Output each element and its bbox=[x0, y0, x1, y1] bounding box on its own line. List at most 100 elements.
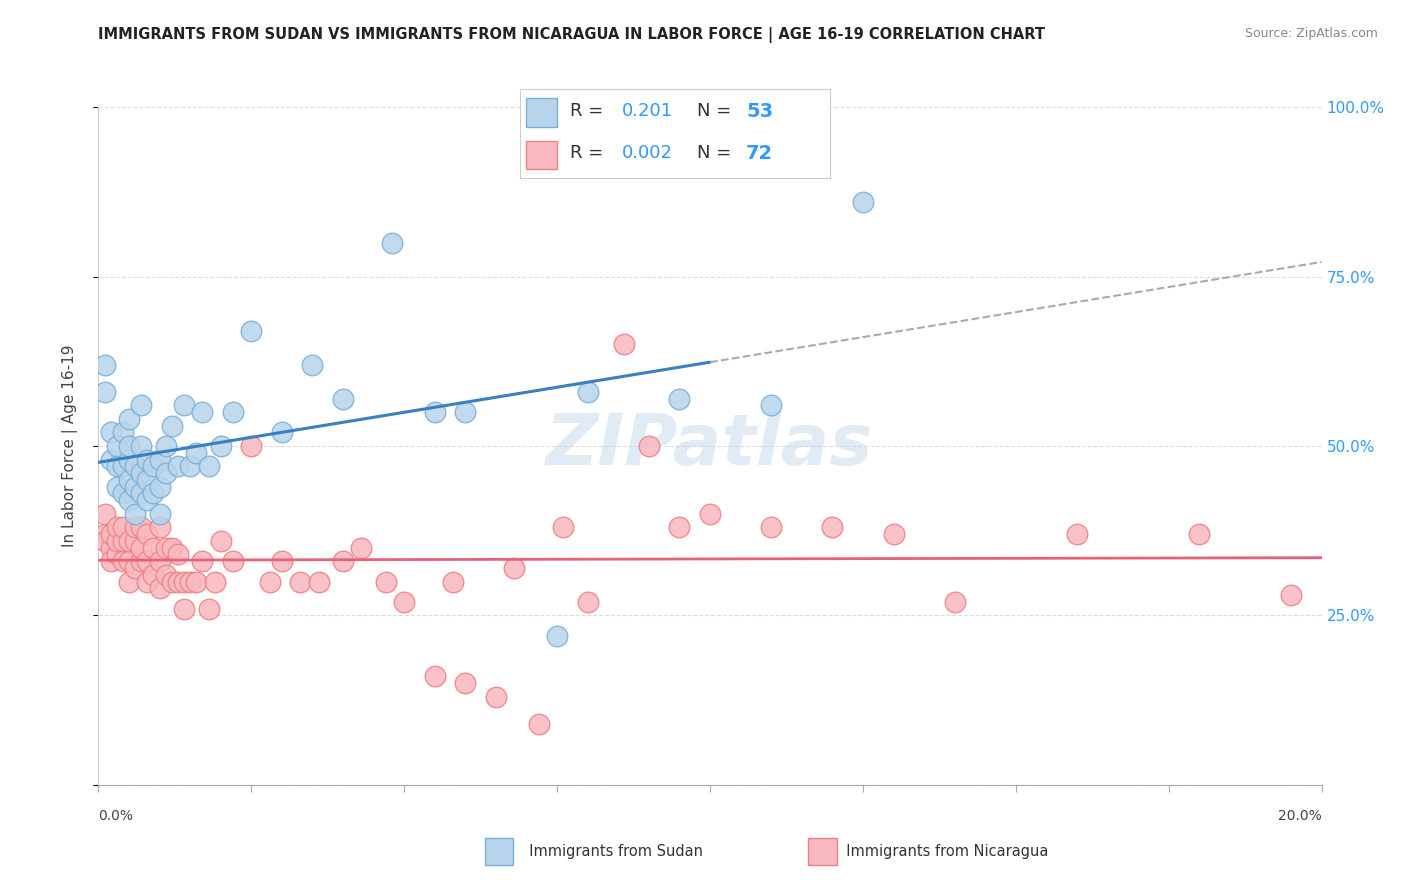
Point bbox=[392, 595, 416, 609]
Point bbox=[186, 446, 208, 460]
Point bbox=[118, 533, 141, 548]
Point bbox=[155, 439, 177, 453]
Text: Immigrants from Sudan: Immigrants from Sudan bbox=[520, 845, 703, 859]
Point bbox=[142, 541, 165, 555]
Point bbox=[197, 601, 219, 615]
Point bbox=[173, 398, 195, 412]
Point bbox=[111, 520, 134, 534]
Point bbox=[129, 520, 152, 534]
Point bbox=[209, 533, 232, 548]
Point bbox=[167, 548, 190, 562]
Point bbox=[124, 533, 146, 548]
Point bbox=[374, 574, 396, 589]
Point bbox=[1279, 588, 1302, 602]
Point bbox=[290, 574, 312, 589]
Point bbox=[100, 541, 122, 555]
Point bbox=[821, 520, 844, 534]
Point bbox=[124, 459, 146, 474]
Point bbox=[118, 452, 141, 467]
Point bbox=[93, 507, 115, 521]
Point bbox=[118, 574, 141, 589]
Point bbox=[186, 574, 208, 589]
Point bbox=[167, 574, 190, 589]
Point bbox=[149, 520, 172, 534]
Point bbox=[129, 466, 152, 480]
Point bbox=[240, 324, 263, 338]
Point bbox=[142, 567, 165, 582]
Point bbox=[179, 459, 201, 474]
Text: N =: N = bbox=[696, 103, 737, 120]
Point bbox=[100, 527, 122, 541]
Point bbox=[546, 629, 568, 643]
Text: R =: R = bbox=[569, 145, 609, 162]
Point bbox=[270, 554, 292, 568]
Point bbox=[93, 384, 115, 399]
Point bbox=[93, 358, 115, 372]
Point bbox=[111, 554, 134, 568]
Point bbox=[105, 533, 128, 548]
Text: 0.201: 0.201 bbox=[623, 103, 673, 120]
Point bbox=[381, 235, 404, 250]
Point bbox=[136, 527, 159, 541]
FancyBboxPatch shape bbox=[526, 141, 557, 169]
Point bbox=[105, 459, 128, 474]
Point bbox=[142, 459, 165, 474]
Point bbox=[576, 595, 599, 609]
Point bbox=[155, 466, 177, 480]
Point bbox=[852, 194, 875, 209]
Point bbox=[105, 480, 128, 494]
Point bbox=[100, 452, 122, 467]
Point bbox=[149, 480, 172, 494]
Point bbox=[423, 405, 446, 419]
Point bbox=[1066, 527, 1088, 541]
Point bbox=[209, 439, 232, 453]
Point bbox=[454, 405, 477, 419]
Point bbox=[553, 520, 575, 534]
Point bbox=[270, 425, 292, 440]
Point bbox=[149, 507, 172, 521]
Text: 20.0%: 20.0% bbox=[1278, 809, 1322, 823]
Point bbox=[124, 507, 146, 521]
Point bbox=[222, 554, 245, 568]
Point bbox=[191, 405, 214, 419]
Point bbox=[136, 554, 159, 568]
Point bbox=[699, 507, 721, 521]
Point bbox=[111, 533, 134, 548]
Point bbox=[136, 452, 159, 467]
Point bbox=[350, 541, 373, 555]
Point bbox=[118, 554, 141, 568]
Point bbox=[613, 337, 636, 351]
Point bbox=[308, 574, 330, 589]
Point bbox=[332, 554, 354, 568]
Point bbox=[454, 676, 477, 690]
Point bbox=[332, 392, 354, 406]
Point bbox=[155, 541, 177, 555]
Point bbox=[111, 459, 134, 474]
Point bbox=[503, 561, 526, 575]
Point bbox=[111, 486, 134, 500]
Point bbox=[173, 601, 195, 615]
Text: Source: ZipAtlas.com: Source: ZipAtlas.com bbox=[1244, 27, 1378, 40]
Point bbox=[759, 398, 782, 412]
Point bbox=[160, 541, 183, 555]
Point bbox=[197, 459, 219, 474]
Point bbox=[129, 439, 152, 453]
Point bbox=[129, 554, 152, 568]
Point bbox=[124, 520, 146, 534]
Text: 0.0%: 0.0% bbox=[98, 809, 134, 823]
Point bbox=[668, 520, 690, 534]
Point bbox=[167, 459, 190, 474]
Point bbox=[637, 439, 661, 453]
Point bbox=[576, 384, 599, 399]
Text: Immigrants from Nicaragua: Immigrants from Nicaragua bbox=[837, 845, 1047, 859]
Text: IMMIGRANTS FROM SUDAN VS IMMIGRANTS FROM NICARAGUA IN LABOR FORCE | AGE 16-19 CO: IMMIGRANTS FROM SUDAN VS IMMIGRANTS FROM… bbox=[98, 27, 1046, 43]
Point bbox=[160, 418, 183, 433]
Point bbox=[118, 439, 141, 453]
Point bbox=[149, 582, 172, 596]
Point bbox=[129, 486, 152, 500]
Point bbox=[118, 412, 141, 426]
Point bbox=[142, 486, 165, 500]
Point bbox=[179, 574, 201, 589]
Text: N =: N = bbox=[696, 145, 737, 162]
Point bbox=[441, 574, 464, 589]
